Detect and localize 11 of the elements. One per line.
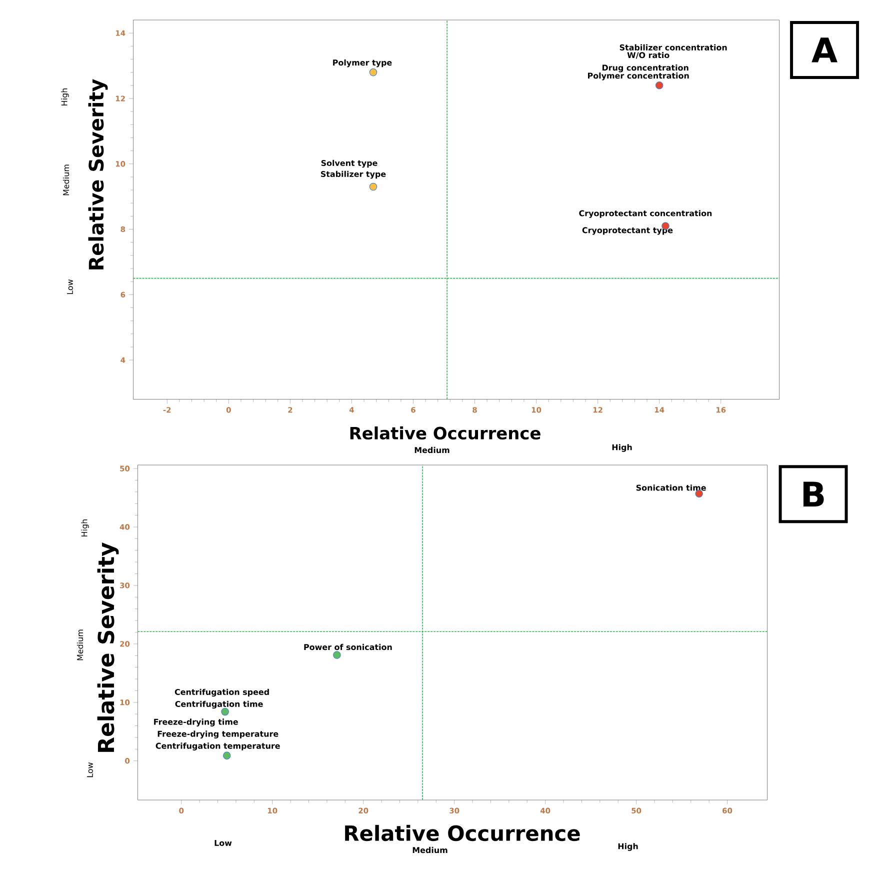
text: A <box>812 38 838 62</box>
point <box>333 651 341 659</box>
point <box>222 752 231 760</box>
y-axis-title: Relative Severity <box>88 79 108 270</box>
x-axis-title: Relative Occurrence <box>345 824 580 842</box>
point <box>369 182 378 191</box>
point <box>655 82 664 90</box>
text: B <box>803 482 824 506</box>
x-axis-title: Relative Occurrence <box>350 426 540 440</box>
y-axis-title: Relative Severity <box>97 542 119 752</box>
point <box>369 68 378 76</box>
